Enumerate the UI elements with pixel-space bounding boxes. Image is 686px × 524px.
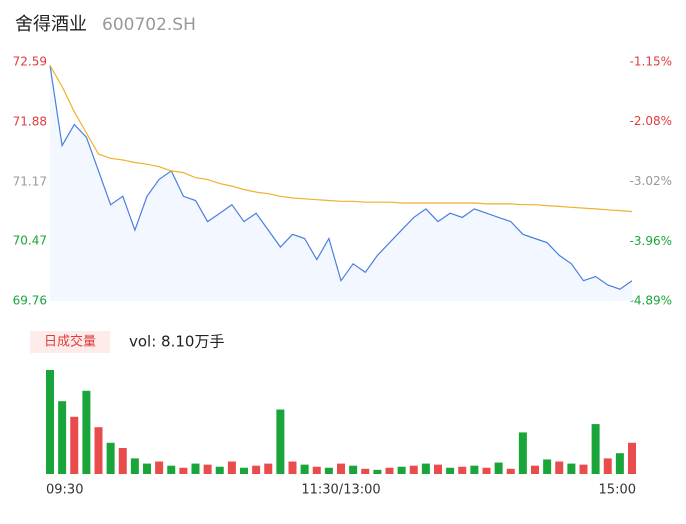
volume-bar (361, 468, 370, 474)
volume-bar (191, 463, 200, 474)
volume-bar (70, 416, 79, 474)
y-tick-label: 71.17 (13, 174, 47, 188)
volume-bar (518, 432, 527, 474)
volume-bar (373, 469, 382, 474)
x-tick-label: 15:00 (599, 483, 636, 498)
volume-bar (628, 442, 636, 474)
volume-bar (312, 466, 321, 474)
volume-bar (300, 464, 309, 474)
volume-bar (167, 465, 176, 474)
volume-bar (46, 370, 54, 474)
volume-tab-label: 日成交量 (44, 334, 96, 350)
volume-bar (591, 424, 600, 474)
volume-bar (494, 462, 503, 474)
volume-bar (227, 461, 236, 474)
volume-bar (324, 467, 333, 474)
price-area (50, 65, 632, 302)
y-tick-label: 69.76 (13, 294, 47, 308)
volume-bar (240, 467, 248, 474)
volume-bar (555, 461, 564, 474)
volume-bar (446, 467, 455, 474)
volume-bar (276, 409, 285, 474)
stock-code: 600702.SH (102, 15, 196, 35)
volume-bar (130, 458, 139, 474)
y2-tick-label: -3.02% (630, 174, 672, 188)
volume-bar (470, 465, 479, 474)
volume-bar (118, 448, 127, 474)
stock-name: 舍得酒业 (15, 14, 87, 35)
volume-bar (337, 463, 345, 474)
line-avg (49, 65, 633, 213)
volume-bar (409, 465, 418, 474)
volume-bar (106, 442, 115, 474)
volume-bar (531, 465, 539, 474)
volume-bar (615, 453, 624, 474)
volume-tab (30, 331, 110, 353)
volume-bar (543, 459, 552, 474)
volume-bar (215, 466, 224, 474)
volume-total: vol: 8.10万手 (129, 333, 224, 351)
y2-tick-label: -1.15% (630, 55, 672, 69)
volume-bar (155, 461, 164, 474)
volume-bar (82, 390, 91, 474)
volume-bar (385, 467, 394, 474)
volume-bar (421, 463, 430, 474)
volume-bar (434, 464, 442, 474)
y2-tick-label: -2.08% (630, 114, 672, 128)
y2-tick-label: -3.96% (630, 234, 672, 248)
volume-bar (252, 465, 261, 474)
volume-bar (458, 466, 467, 474)
volume-bar (603, 458, 612, 474)
volume-bar (143, 463, 151, 474)
x-tick-label: 11:30/13:00 (301, 483, 380, 498)
volume-bar (203, 464, 212, 474)
volume-bar (579, 464, 588, 474)
volume-bar (94, 427, 103, 474)
line-price (49, 65, 633, 290)
y-tick-label: 72.59 (13, 55, 47, 69)
volume-bar (506, 468, 515, 474)
y2-tick-label: -4.89% (630, 294, 672, 308)
volume-bar (397, 466, 406, 474)
volume-bar (264, 463, 273, 474)
volume-bar (58, 401, 67, 474)
volume-bar (349, 465, 358, 474)
volume-bar (179, 467, 188, 474)
volume-bar (288, 461, 297, 474)
volume-bar (567, 463, 576, 474)
y-tick-label: 71.88 (13, 114, 47, 128)
x-tick-label: 09:30 (46, 483, 83, 498)
volume-bar (482, 467, 491, 474)
y-tick-label: 70.47 (13, 234, 47, 248)
